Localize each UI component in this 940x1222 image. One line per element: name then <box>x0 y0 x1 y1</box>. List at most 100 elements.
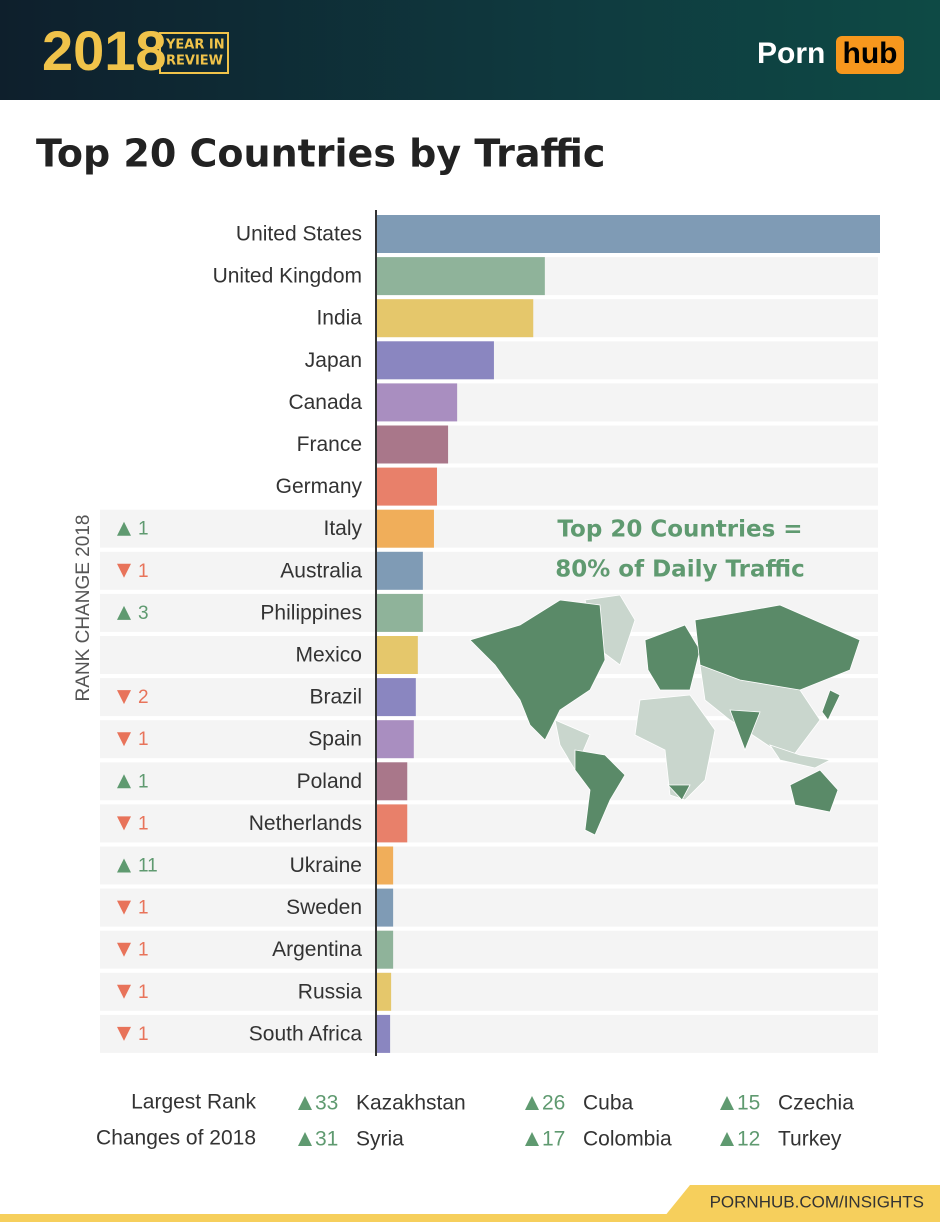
category-label: Brazil <box>309 686 362 709</box>
badge-box <box>159 32 229 74</box>
bar <box>376 678 416 717</box>
bar <box>376 215 880 253</box>
bar <box>376 762 408 801</box>
change-arrow <box>298 1096 312 1110</box>
category-label: Netherlands <box>249 812 362 835</box>
bar <box>376 846 394 885</box>
category-label: France <box>297 433 362 456</box>
annotation: 80% of Daily Traffic <box>555 557 805 583</box>
bar <box>376 551 423 590</box>
row-background <box>100 888 878 927</box>
change-arrow <box>117 900 131 915</box>
largest-label: Largest Rank <box>131 1091 256 1114</box>
rank-change: 11 <box>138 856 158 877</box>
change-arrow <box>720 1132 734 1146</box>
rank-change-label: RANK CHANGE 2018 <box>73 515 94 702</box>
rank-change: 1 <box>138 771 149 792</box>
brand-left: Porn <box>757 37 825 70</box>
bar <box>376 636 418 674</box>
change-arrow <box>117 732 131 747</box>
largest-country: Colombia <box>583 1128 672 1151</box>
category-label: Japan <box>305 349 362 372</box>
bar <box>376 257 545 296</box>
bar <box>376 467 437 506</box>
row-background <box>100 804 878 843</box>
category-label: United Kingdom <box>213 265 362 288</box>
rank-change: 1 <box>138 519 149 540</box>
category-label: India <box>316 307 362 330</box>
bar <box>376 930 394 969</box>
largest-country: Syria <box>356 1128 404 1151</box>
category-label: Mexico <box>295 644 362 667</box>
category-label: Canada <box>288 391 362 414</box>
row-background <box>100 972 878 1011</box>
category-label: Australia <box>280 559 362 582</box>
badge-line: YEAR IN <box>165 38 225 53</box>
rows: United States United Kingdom India Japan Can… <box>100 210 880 1056</box>
footer-line <box>0 1214 940 1222</box>
category-label: Italy <box>323 517 362 540</box>
row-background <box>100 1014 878 1053</box>
row-background <box>100 551 878 590</box>
category-label: Russia <box>298 980 363 1003</box>
rank-change: 1 <box>138 561 149 582</box>
world-map <box>469 594 861 836</box>
change-arrow <box>720 1096 734 1110</box>
change-arrow <box>117 690 131 705</box>
rank-change: 1 <box>138 729 149 750</box>
rank-change: 1 <box>138 982 149 1003</box>
rank-change: 1 <box>138 898 149 919</box>
largest-country: Kazakhstan <box>356 1092 466 1115</box>
brand-box <box>836 36 904 74</box>
change-arrow <box>117 605 131 620</box>
change-arrow <box>117 774 131 789</box>
map-region <box>667 784 691 801</box>
change-arrow <box>298 1132 312 1146</box>
map-region <box>469 599 606 741</box>
largest-country: Czechia <box>778 1092 854 1115</box>
change-arrow <box>117 521 131 536</box>
largest-changes: 33 Kazakhstan 26 Cuba 15 Czechia 31 Syria 17 Colo… <box>298 1092 854 1151</box>
category-label: Germany <box>276 475 363 498</box>
map-region <box>634 694 716 801</box>
largest-country: Cuba <box>583 1092 634 1115</box>
map-region <box>729 709 761 752</box>
change-arrow <box>525 1132 539 1146</box>
largest-country: Turkey <box>778 1128 842 1151</box>
map-region <box>789 769 839 813</box>
rank-change: 2 <box>138 687 149 708</box>
row-background <box>376 425 878 464</box>
bar <box>376 383 458 422</box>
bar <box>376 341 494 380</box>
largest-value: 33 <box>315 1092 338 1115</box>
category-label: Sweden <box>286 896 362 919</box>
map-region <box>694 604 861 691</box>
bar <box>376 888 394 927</box>
largest-value: 26 <box>542 1092 565 1115</box>
change-arrow <box>525 1096 539 1110</box>
bar <box>376 509 434 548</box>
change-arrow <box>117 984 131 999</box>
rank-change: 1 <box>138 813 149 834</box>
footer-band <box>660 1185 940 1222</box>
change-arrow <box>117 942 131 957</box>
row-background <box>376 383 878 422</box>
rank-change: 1 <box>138 940 149 961</box>
largest-value: 17 <box>542 1128 565 1151</box>
rank-change: 3 <box>138 603 149 624</box>
change-arrow <box>117 563 131 578</box>
category-label: South Africa <box>249 1022 363 1045</box>
row-background <box>100 509 878 548</box>
year: 2018 <box>42 19 167 82</box>
bar <box>376 972 392 1011</box>
bar <box>376 720 414 759</box>
category-label: Philippines <box>260 601 362 624</box>
row-background <box>376 467 878 506</box>
row-background <box>100 762 878 801</box>
bar <box>376 299 534 338</box>
category-label: Spain <box>308 728 362 751</box>
category-label: Ukraine <box>290 854 362 877</box>
largest-value: 12 <box>737 1128 760 1151</box>
map-region <box>769 744 832 769</box>
change-arrow <box>117 1026 131 1041</box>
